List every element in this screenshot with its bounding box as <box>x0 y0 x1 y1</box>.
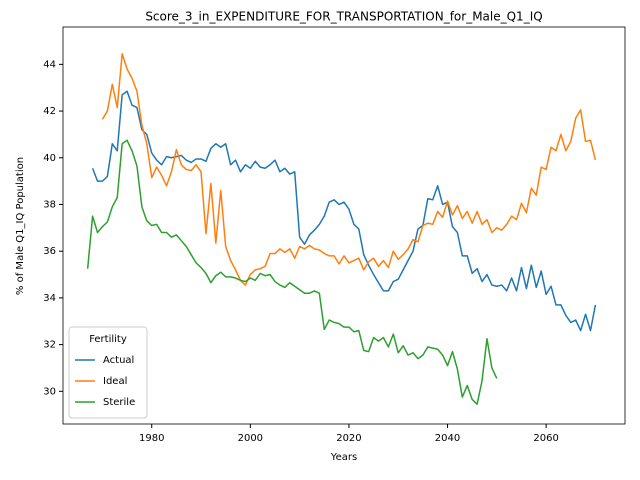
legend-label: Actual <box>103 355 134 366</box>
y-tick-label: 38 <box>43 199 56 210</box>
y-axis-label: % of Male Q1_IQ Population <box>15 157 26 295</box>
y-tick-label: 44 <box>43 59 56 70</box>
plot-frame <box>62 26 626 425</box>
y-tick-label: 30 <box>43 386 56 397</box>
x-tick-label: 2020 <box>336 433 361 444</box>
y-tick-label: 32 <box>43 340 56 351</box>
line <box>86 139 498 405</box>
legend-box <box>68 326 148 419</box>
y-tick-label: 40 <box>43 153 56 164</box>
y-tick-label: 34 <box>43 293 56 304</box>
y-tick-label: 36 <box>43 246 56 257</box>
legend-label: Ideal <box>103 376 127 387</box>
line <box>101 53 597 286</box>
x-axis-label: Years <box>330 452 357 463</box>
chart-title: Score_3_in_EXPENDITURE_FOR_TRANSPORTATIO… <box>145 10 542 24</box>
x-tick-label: 2000 <box>238 433 263 444</box>
y-tick-label: 42 <box>43 106 56 117</box>
x-tick-label: 1980 <box>139 433 164 444</box>
x-tick-label: 2040 <box>435 433 460 444</box>
line <box>91 90 597 332</box>
x-tick-label: 2060 <box>533 433 558 444</box>
legend-title: Fertility <box>89 334 127 345</box>
legend-label: Sterile <box>103 397 135 408</box>
